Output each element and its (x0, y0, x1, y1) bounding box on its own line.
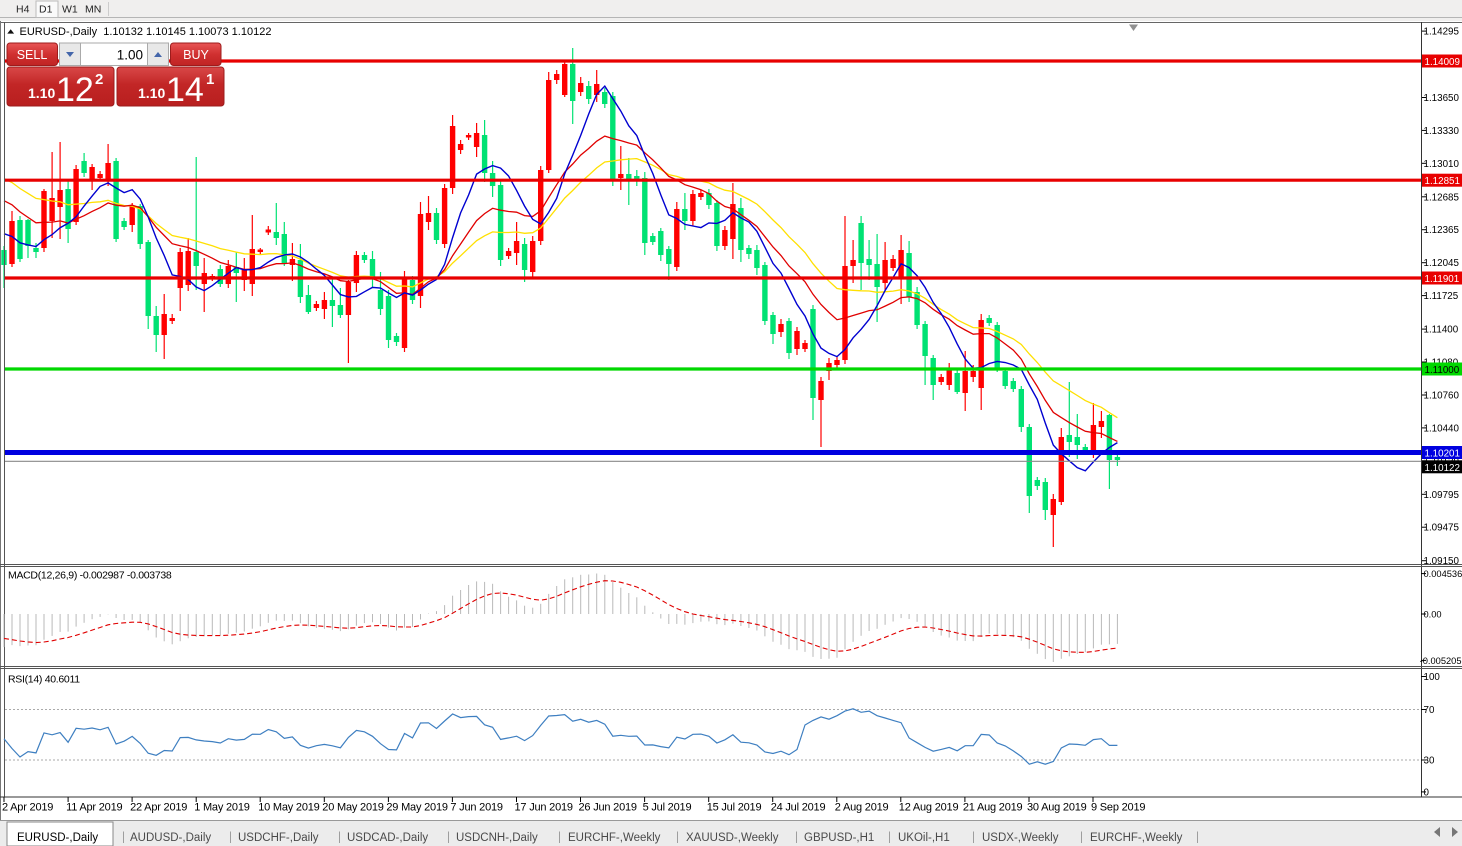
svg-text:|: | (676, 832, 679, 844)
svg-text:|: | (558, 832, 561, 844)
svg-text:1.11725: 1.11725 (1424, 291, 1459, 302)
svg-text:1.14295: 1.14295 (1424, 27, 1460, 38)
svg-text:9 Sep 2019: 9 Sep 2019 (1091, 802, 1145, 814)
svg-text:|: | (447, 832, 450, 844)
svg-text:1.10760: 1.10760 (1424, 391, 1460, 402)
svg-text:1.10201: 1.10201 (1425, 449, 1460, 460)
svg-text:-0.005205: -0.005205 (1420, 656, 1462, 666)
svg-text:1.11400: 1.11400 (1424, 325, 1459, 336)
svg-text:1.09795: 1.09795 (1424, 490, 1460, 501)
svg-text:H4: H4 (16, 4, 30, 16)
svg-text:|: | (795, 832, 798, 844)
svg-text:EURCHF-,Weekly: EURCHF-,Weekly (1090, 832, 1183, 844)
svg-text:EURCHF-,Weekly: EURCHF-,Weekly (568, 832, 661, 844)
svg-text:XAUUSD-,Weekly: XAUUSD-,Weekly (686, 832, 779, 844)
svg-text:1.13010: 1.13010 (1424, 159, 1460, 170)
svg-text:21 Aug 2019: 21 Aug 2019 (963, 802, 1023, 814)
svg-text:17 Jun 2019: 17 Jun 2019 (515, 802, 573, 814)
svg-text:MN: MN (85, 4, 101, 16)
svg-text:|: | (972, 832, 975, 844)
svg-text:USDX-,Weekly: USDX-,Weekly (982, 832, 1059, 844)
svg-text:26 Jun 2019: 26 Jun 2019 (579, 802, 637, 814)
svg-text:W1: W1 (62, 4, 78, 16)
svg-text:1.11000: 1.11000 (1425, 365, 1460, 376)
svg-text:|: | (338, 832, 341, 844)
svg-text:1.12365: 1.12365 (1424, 225, 1460, 236)
svg-text:1.12045: 1.12045 (1424, 258, 1460, 269)
svg-text:30: 30 (1424, 756, 1435, 767)
svg-text:20 May 2019: 20 May 2019 (322, 802, 383, 814)
svg-text:1.10: 1.10 (138, 85, 165, 101)
svg-text:|: | (888, 832, 891, 844)
svg-text:USDCHF-,Daily: USDCHF-,Daily (238, 832, 319, 844)
svg-text:100: 100 (1424, 672, 1441, 683)
svg-text:7 Jun 2019: 7 Jun 2019 (450, 802, 503, 814)
svg-text:0: 0 (1424, 787, 1430, 798)
svg-text:|: | (229, 832, 232, 844)
svg-text:BUY: BUY (183, 48, 209, 62)
svg-text:UKOil-,H1: UKOil-,H1 (898, 832, 950, 844)
svg-text:RSI(14) 40.6011: RSI(14) 40.6011 (8, 674, 80, 686)
svg-text:1.12685: 1.12685 (1424, 192, 1460, 203)
svg-text:12 Aug 2019: 12 Aug 2019 (899, 802, 959, 814)
svg-text:1.00: 1.00 (117, 48, 143, 63)
svg-text:24 Jul 2019: 24 Jul 2019 (771, 802, 826, 814)
svg-text:1.09150: 1.09150 (1424, 556, 1460, 567)
svg-text:5 Jul 2019: 5 Jul 2019 (643, 802, 692, 814)
svg-text:2 Apr 2019: 2 Apr 2019 (2, 802, 53, 814)
svg-text:|: | (1080, 832, 1083, 844)
svg-text:1.14009: 1.14009 (1425, 57, 1460, 68)
svg-text:14: 14 (166, 71, 204, 109)
svg-text:1.10440: 1.10440 (1424, 423, 1460, 434)
svg-text:1.13330: 1.13330 (1424, 126, 1460, 137)
svg-text:USDCAD-,Daily: USDCAD-,Daily (347, 832, 428, 844)
svg-text:1 May 2019: 1 May 2019 (194, 802, 250, 814)
svg-text:30 Aug 2019: 30 Aug 2019 (1027, 802, 1087, 814)
svg-text:EURUSD-,Daily: EURUSD-,Daily (17, 832, 98, 844)
svg-text:12: 12 (56, 71, 94, 109)
svg-text:0.004536: 0.004536 (1424, 569, 1462, 579)
svg-text:15 Jul 2019: 15 Jul 2019 (707, 802, 762, 814)
svg-text:1.10122: 1.10122 (1425, 463, 1460, 474)
svg-text:2: 2 (95, 71, 103, 88)
svg-text:USDCNH-,Daily: USDCNH-,Daily (456, 832, 538, 844)
svg-text:SELL: SELL (17, 48, 48, 62)
svg-text:|: | (1196, 832, 1199, 844)
svg-text:GBPUSD-,H1: GBPUSD-,H1 (804, 832, 874, 844)
svg-text:D1: D1 (39, 4, 53, 16)
svg-text:2 Aug 2019: 2 Aug 2019 (835, 802, 889, 814)
svg-text:MACD(12,26,9) -0.002987 -0.003: MACD(12,26,9) -0.002987 -0.003738 (8, 570, 172, 582)
svg-text:22 Apr 2019: 22 Apr 2019 (130, 802, 187, 814)
svg-text:|: | (122, 832, 125, 844)
svg-text:0.00: 0.00 (1424, 610, 1442, 620)
svg-text:11 Apr 2019: 11 Apr 2019 (66, 802, 122, 814)
svg-text:29 May 2019: 29 May 2019 (386, 802, 447, 814)
svg-text:EURUSD-,Daily 1.10132 1.10145: EURUSD-,Daily 1.10132 1.10145 1.10073 1.… (20, 26, 272, 38)
svg-text:1.10: 1.10 (28, 85, 55, 101)
svg-text:1.13650: 1.13650 (1424, 93, 1460, 104)
svg-text:1.09475: 1.09475 (1424, 523, 1460, 534)
svg-text:70: 70 (1424, 705, 1435, 716)
svg-text:1.11901: 1.11901 (1425, 274, 1460, 285)
svg-text:1.12851: 1.12851 (1425, 176, 1460, 187)
svg-text:10 May 2019: 10 May 2019 (258, 802, 319, 814)
svg-text:AUDUSD-,Daily: AUDUSD-,Daily (130, 832, 211, 844)
svg-text:1: 1 (206, 71, 214, 88)
